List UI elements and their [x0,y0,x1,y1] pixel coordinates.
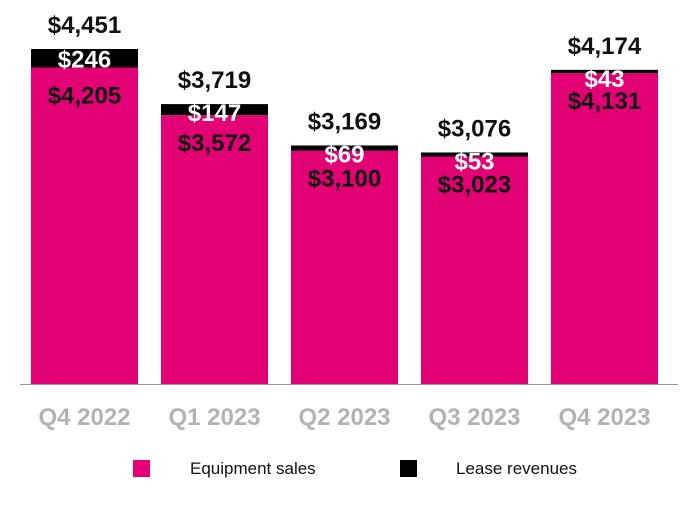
bar-lease-revenues [291,145,398,151]
bar-equipment-sales [31,67,138,384]
lease-value-label: $246 [58,46,111,73]
lease-value-label: $69 [324,141,364,168]
bar-lease-revenues [551,69,658,74]
bar-equipment-sales [551,73,658,384]
bar-equipment-sales [161,115,268,384]
equipment-value-label: $3,100 [308,166,381,193]
equipment-value-label: $3,572 [178,130,251,157]
bar-equipment-sales [291,150,398,384]
bar-lease-revenues [31,49,138,68]
equipment-value-label: $4,205 [48,83,121,110]
x-tick-label: Q1 2023 [168,404,260,431]
bar-lease-revenues [421,152,528,157]
x-tick-label: Q3 2023 [428,404,520,431]
lease-value-label: $43 [584,66,624,93]
x-tick-label: Q4 2023 [558,404,650,431]
total-value-label: $4,174 [568,33,642,60]
equipment-value-label: $3,023 [438,171,511,198]
lease-value-label: $147 [188,100,241,127]
total-value-label: $3,076 [438,115,511,142]
x-tick-label: Q2 2023 [298,404,390,431]
legend-label-lease-revenues: Lease revenues [456,459,577,478]
bar-lease-revenues [161,104,268,116]
x-tick-label: Q4 2022 [38,404,130,431]
legend-swatch-lease-revenues [400,460,417,477]
equipment-value-label: $4,131 [568,88,641,115]
bar-equipment-sales [421,156,528,384]
total-value-label: $4,451 [48,12,121,39]
legend-label-equipment-sales: Equipment sales [190,459,316,478]
lease-value-label: $53 [454,148,494,175]
total-value-label: $3,169 [308,108,381,135]
legend-swatch-equipment-sales [133,460,150,477]
total-value-label: $3,719 [178,67,251,94]
